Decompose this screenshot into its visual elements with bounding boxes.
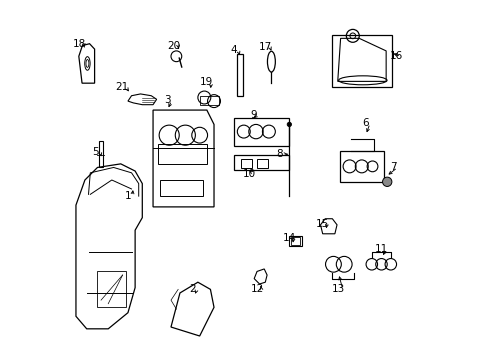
Text: 13: 13 bbox=[331, 284, 345, 294]
Bar bbox=[236, 54, 243, 96]
Text: 15: 15 bbox=[315, 219, 328, 229]
Bar bbox=[158, 144, 206, 164]
Text: 21: 21 bbox=[115, 82, 128, 93]
Bar bbox=[288, 235, 302, 246]
Text: 9: 9 bbox=[250, 110, 256, 120]
Text: 1: 1 bbox=[124, 191, 131, 201]
Text: 7: 7 bbox=[389, 162, 396, 172]
Text: 17: 17 bbox=[258, 42, 271, 51]
Circle shape bbox=[286, 122, 291, 127]
Bar bbox=[233, 155, 289, 170]
Bar bbox=[257, 159, 267, 168]
Bar bbox=[160, 180, 203, 196]
Circle shape bbox=[382, 177, 391, 186]
Text: 19: 19 bbox=[200, 77, 213, 87]
Bar bbox=[241, 159, 251, 168]
Text: 14: 14 bbox=[282, 233, 295, 243]
Bar bbox=[99, 140, 103, 167]
Text: 10: 10 bbox=[242, 168, 255, 179]
Text: 16: 16 bbox=[389, 51, 403, 61]
Bar bbox=[200, 96, 218, 105]
Text: 18: 18 bbox=[73, 40, 86, 49]
Bar bbox=[233, 118, 289, 146]
Bar bbox=[332, 35, 391, 87]
Text: 12: 12 bbox=[250, 284, 263, 294]
Text: 11: 11 bbox=[374, 244, 387, 254]
Text: 2: 2 bbox=[189, 284, 195, 294]
Bar bbox=[97, 271, 126, 307]
Text: 4: 4 bbox=[230, 45, 237, 55]
Text: 6: 6 bbox=[362, 118, 368, 128]
Bar bbox=[339, 151, 384, 182]
Text: 5: 5 bbox=[92, 147, 99, 157]
Text: 20: 20 bbox=[167, 41, 180, 50]
Bar bbox=[290, 237, 300, 244]
Text: 3: 3 bbox=[164, 95, 170, 105]
Text: 8: 8 bbox=[276, 149, 283, 159]
